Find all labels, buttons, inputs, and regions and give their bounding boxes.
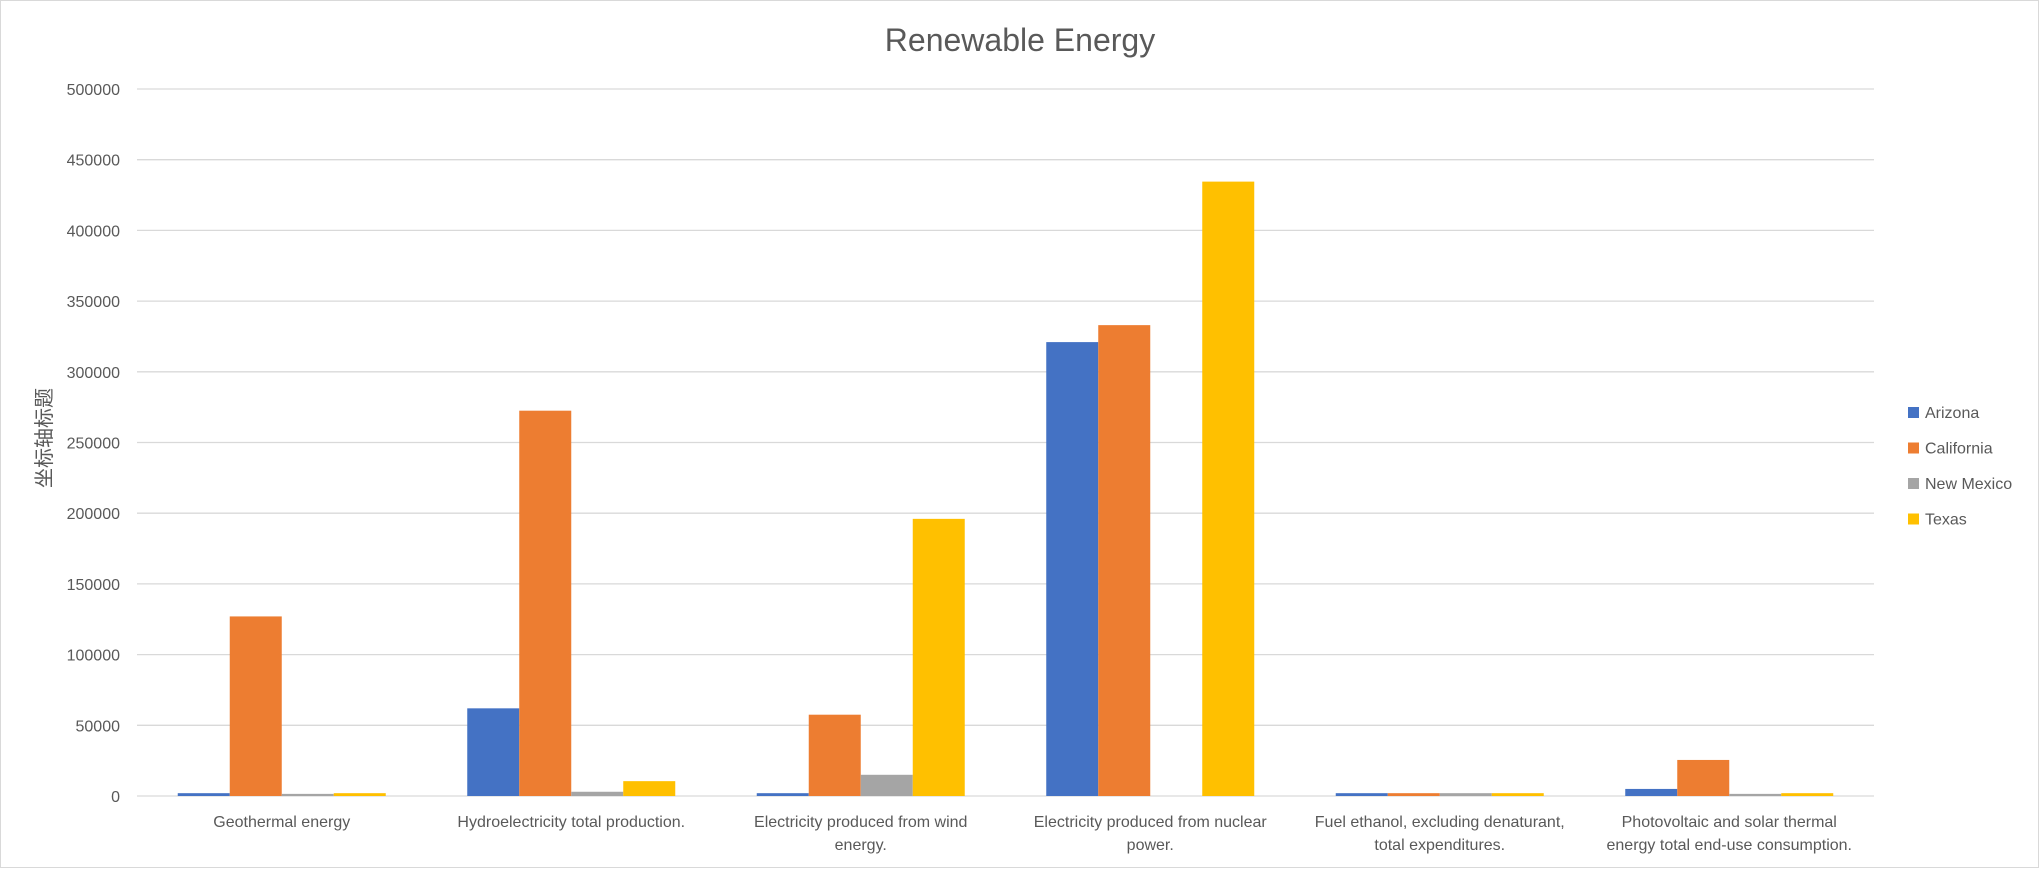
bar-texas [912, 518, 965, 796]
x-category-label: Geothermal energy [213, 814, 350, 831]
legend-swatch [1908, 442, 1919, 454]
legend-label: New Mexico [1925, 476, 2012, 493]
y-tick-label: 300000 [67, 365, 120, 382]
y-axis-ticks: 0 50000 100000 150000 200000 250000 300000 3500… [67, 82, 120, 806]
chart-title: Renewable Energy [885, 22, 1155, 58]
bar-arizona [756, 793, 809, 796]
y-tick-label: 0 [111, 789, 120, 806]
x-axis-categories: Geothermal energy Hydroelectricity total … [213, 814, 1852, 854]
bar-arizona [467, 708, 520, 796]
bar-california [229, 616, 282, 796]
bar-california [519, 410, 572, 796]
bar-california [1098, 325, 1151, 796]
y-tick-label: 450000 [67, 153, 120, 170]
bar-arizona [1335, 793, 1388, 796]
bar-new-mexico [860, 774, 913, 796]
bar-texas [1781, 793, 1834, 796]
bar-california [808, 714, 861, 796]
bar-arizona [1046, 342, 1099, 796]
y-tick-label: 350000 [67, 294, 120, 311]
y-tick-label: 200000 [67, 506, 120, 523]
bar-arizona [1625, 788, 1678, 796]
y-tick-label: 250000 [67, 436, 120, 453]
legend-swatch [1908, 513, 1919, 525]
legend-swatch [1908, 407, 1919, 418]
x-category-label: energy total end-use consumption. [1607, 837, 1852, 854]
bar-new-mexico [1439, 793, 1492, 796]
legend-label: Texas [1925, 512, 1967, 529]
bar-texas [1491, 793, 1544, 796]
gridlines [137, 88, 1874, 797]
x-category-label: Hydroelectricity total production. [457, 814, 685, 831]
legend-label: California [1925, 441, 1993, 458]
bar-new-mexico [1729, 793, 1782, 796]
legend: Arizona California New Mexico Texas [1908, 405, 2012, 529]
bar-new-mexico [571, 791, 624, 796]
x-category-label: Photovoltaic and solar thermal [1622, 814, 1837, 831]
x-category-label: Electricity produced from wind [754, 814, 967, 831]
bar-arizona [177, 793, 230, 796]
y-tick-label: 50000 [76, 718, 121, 735]
bar-texas [623, 781, 676, 796]
x-category-label: energy. [835, 837, 887, 854]
bar-california [1387, 793, 1440, 796]
x-category-label: Fuel ethanol, excluding denaturant, [1315, 814, 1565, 831]
bar-new-mexico [281, 793, 334, 796]
bar-texas [333, 793, 386, 796]
y-tick-label: 150000 [67, 577, 120, 594]
bars [177, 181, 1834, 796]
bar-texas [1202, 181, 1255, 796]
legend-label: Arizona [1925, 405, 1979, 422]
y-tick-label: 400000 [67, 223, 120, 240]
legend-swatch [1908, 478, 1919, 489]
bar-california [1677, 759, 1730, 796]
x-category-label: power. [1127, 837, 1174, 854]
y-tick-label: 500000 [67, 82, 120, 99]
x-category-label: Electricity produced from nuclear [1034, 814, 1268, 831]
y-axis-label: 坐标轴标题 [33, 388, 56, 488]
x-category-label: total expenditures. [1374, 837, 1505, 854]
y-tick-label: 100000 [67, 648, 120, 665]
